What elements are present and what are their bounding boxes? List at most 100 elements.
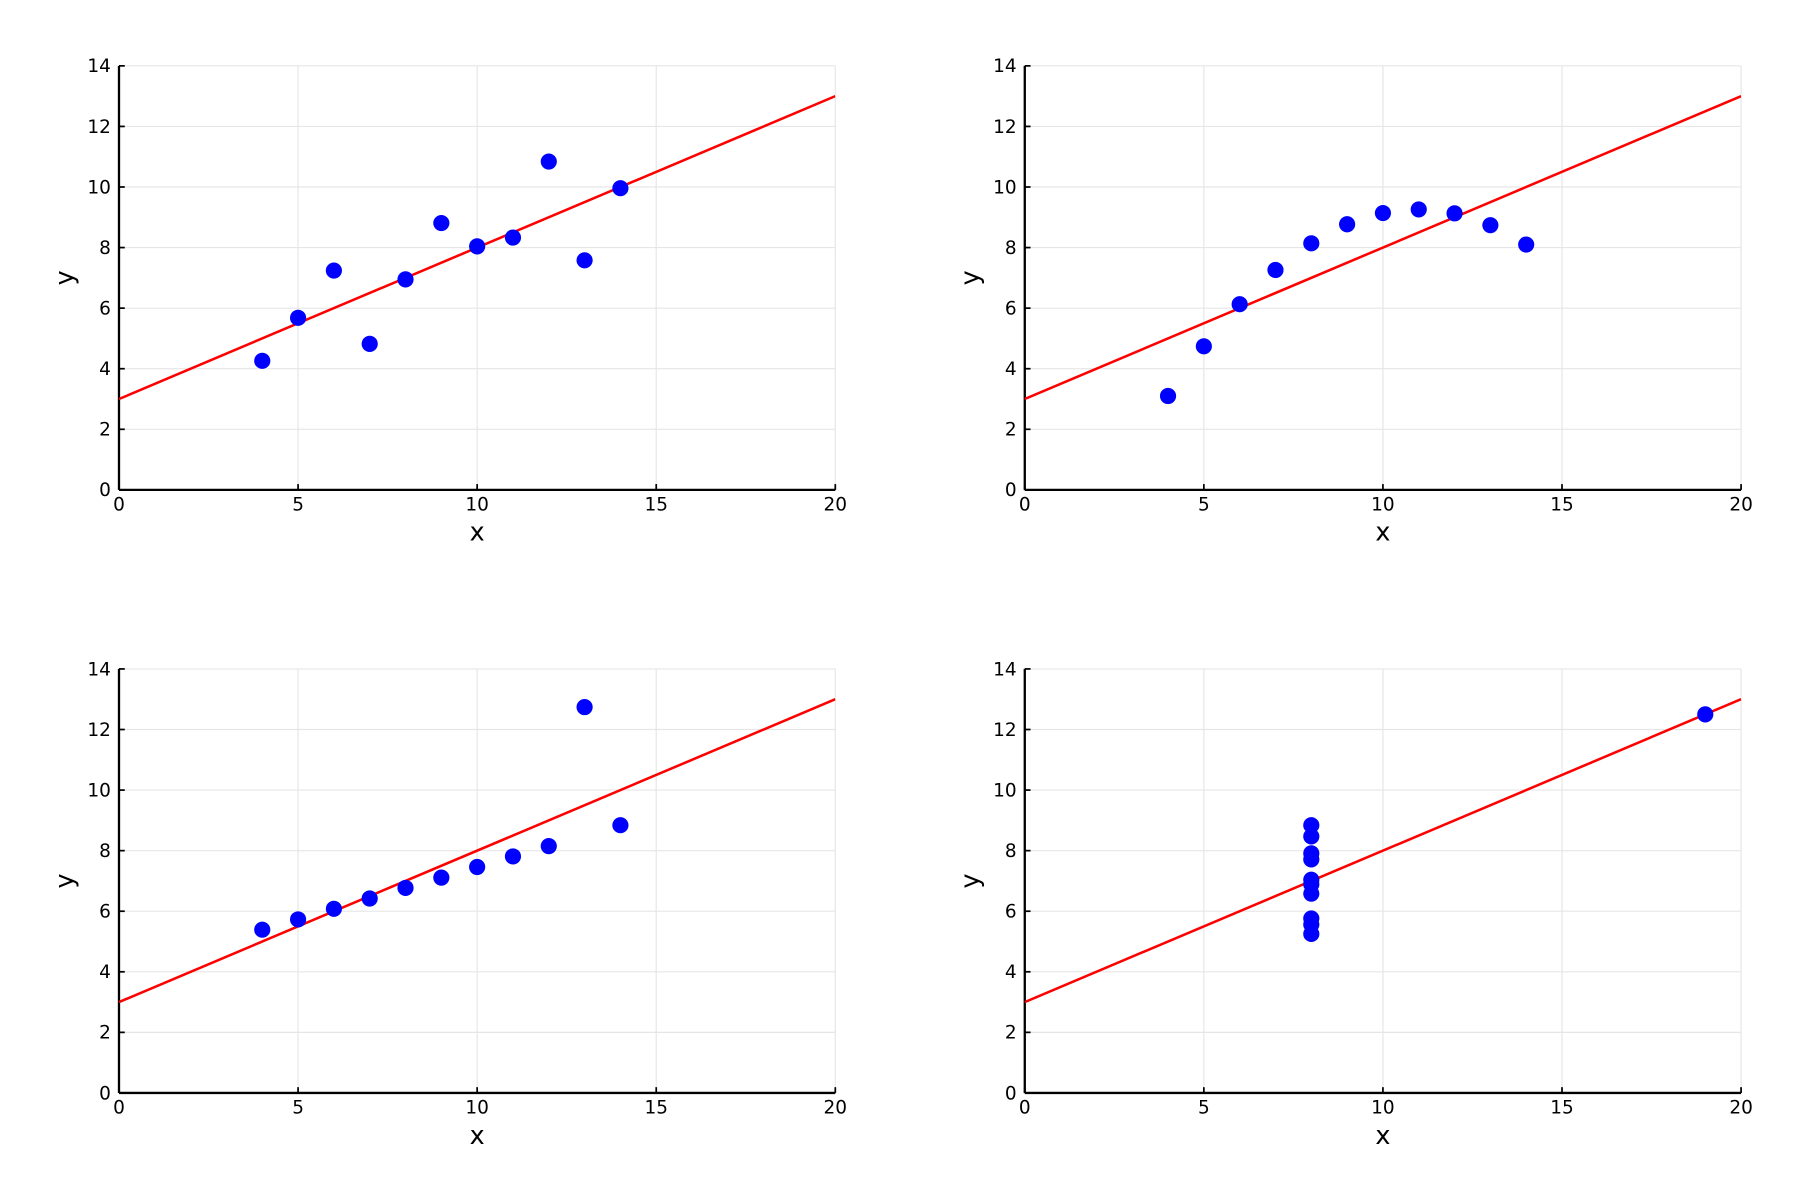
regression-line [1024, 94, 1742, 401]
y-tick-label: 12 [87, 117, 111, 138]
data-point [289, 309, 307, 326]
x-axis-label: x [470, 517, 485, 547]
data-point [254, 352, 271, 369]
regression-line [1024, 698, 1742, 1004]
y-tick-label: 10 [993, 780, 1017, 801]
data-point [540, 153, 557, 170]
data-point [1697, 706, 1714, 723]
y-tick-label: 2 [99, 1023, 111, 1044]
y-axis-label: y [49, 873, 79, 888]
y-tick-label: 12 [993, 720, 1017, 741]
y-tick-label: 6 [99, 298, 111, 319]
x-tick-label: 15 [644, 1098, 668, 1119]
data-point [1303, 876, 1320, 893]
data-point [469, 238, 486, 255]
y-axis-label: y [955, 270, 985, 285]
y-tick-label: 0 [1005, 1083, 1017, 1104]
data-point [1303, 845, 1320, 862]
y-tick-label: 0 [99, 1083, 111, 1104]
y-tick-label: 14 [87, 659, 111, 680]
data-point [1303, 828, 1320, 845]
x-tick-label: 15 [644, 495, 668, 516]
data-point [612, 817, 629, 834]
scatter-panel-1: 0 5 10 15 20 0 2 4 6 8 10 12 14 x y [49, 56, 847, 546]
data-point [1159, 387, 1177, 405]
data-point [433, 214, 450, 232]
scatter-panel-2: 0 5 10 15 20 0 2 4 6 8 10 12 14 x y [955, 56, 1753, 546]
y-tick-label: 0 [1005, 480, 1017, 501]
y-tick-label: 4 [99, 962, 111, 983]
data-point [504, 229, 522, 246]
data-point [254, 921, 271, 938]
data-point [397, 271, 414, 288]
y-tick-label: 14 [993, 56, 1017, 77]
x-tick-label: 0 [1019, 495, 1031, 516]
y-tick-label: 8 [99, 841, 111, 862]
data-point [1482, 217, 1499, 234]
y-tick-label: 10 [993, 177, 1017, 198]
x-tick-label: 15 [1550, 495, 1574, 516]
y-tick-label: 10 [87, 780, 111, 801]
y-axis-label: y [49, 270, 79, 285]
y-tick-label: 6 [1005, 298, 1017, 319]
y-tick-label: 2 [99, 420, 111, 441]
data-point [1303, 235, 1320, 252]
data-point [325, 262, 342, 279]
y-tick-label: 12 [87, 720, 111, 741]
scatter-panel-3: 0 5 10 15 20 0 2 4 6 8 10 12 14 x y [49, 659, 847, 1149]
y-tick-label: 6 [99, 902, 111, 923]
x-tick-label: 10 [465, 1098, 489, 1119]
data-point [433, 869, 450, 886]
y-tick-label: 14 [993, 659, 1017, 680]
data-point [1267, 261, 1284, 279]
data-point [1410, 201, 1427, 218]
data-point [1518, 236, 1535, 253]
y-tick-label: 0 [99, 480, 111, 501]
x-axis-label: x [1375, 517, 1390, 547]
y-tick-label: 10 [87, 177, 111, 198]
y-tick-label: 4 [1005, 359, 1017, 380]
x-tick-label: 20 [1729, 495, 1753, 516]
x-tick-label: 15 [1550, 1098, 1574, 1119]
regression-line [118, 698, 836, 1004]
data-point [397, 879, 414, 896]
y-tick-label: 6 [1005, 902, 1017, 923]
data-point [576, 252, 593, 269]
x-tick-label: 20 [824, 495, 848, 516]
x-tick-label: 10 [1371, 1098, 1395, 1119]
x-axis-label: x [1375, 1120, 1390, 1150]
data-point [1303, 916, 1320, 933]
data-point [361, 890, 378, 907]
data-point [576, 699, 593, 716]
data-point [469, 858, 486, 876]
y-tick-label: 2 [1005, 420, 1017, 441]
y-tick-label: 2 [1005, 1023, 1017, 1044]
x-tick-label: 10 [465, 495, 489, 516]
y-tick-label: 4 [99, 359, 111, 380]
data-point [1303, 817, 1320, 834]
x-tick-label: 20 [1729, 1098, 1753, 1119]
y-tick-label: 12 [993, 117, 1017, 138]
x-tick-label: 5 [292, 1098, 304, 1119]
x-axis-label: x [470, 1120, 485, 1150]
y-tick-label: 4 [1005, 962, 1017, 983]
y-tick-label: 8 [1005, 238, 1017, 259]
data-point [289, 911, 307, 928]
data-point [361, 335, 378, 352]
data-point [1195, 338, 1212, 355]
y-tick-label: 8 [99, 238, 111, 259]
x-tick-label: 0 [1019, 1098, 1031, 1119]
y-tick-label: 14 [87, 56, 111, 77]
x-tick-label: 5 [1198, 1098, 1210, 1119]
x-tick-label: 0 [113, 495, 125, 516]
x-tick-label: 20 [824, 1098, 848, 1119]
data-point [540, 838, 557, 855]
data-point [1446, 205, 1463, 222]
x-tick-label: 10 [1371, 495, 1395, 516]
y-tick-label: 8 [1005, 841, 1017, 862]
data-point [1339, 216, 1356, 233]
x-tick-label: 0 [113, 1098, 125, 1119]
scatter-panel-4: 0 5 10 15 20 0 2 4 6 8 10 12 14 x y [955, 659, 1753, 1149]
